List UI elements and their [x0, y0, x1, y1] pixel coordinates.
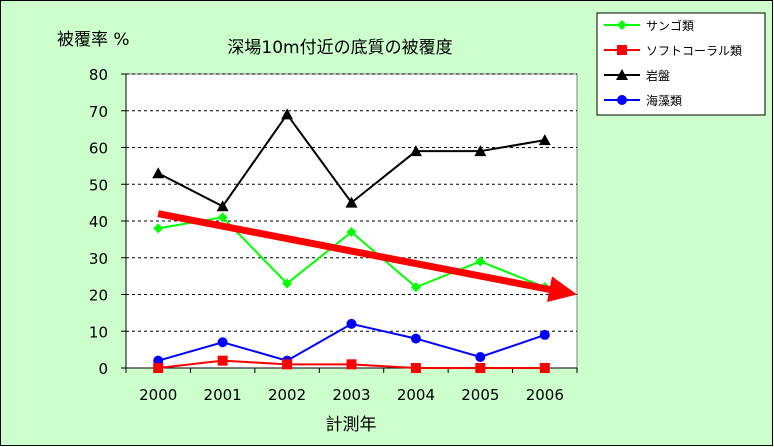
- legend-swatch-marker-3: [616, 69, 628, 80]
- legend-label-2: ソフトコーラル類: [646, 44, 742, 58]
- annotation-layer: [157, 210, 577, 302]
- x-tick-label-2003: 2003: [332, 386, 370, 404]
- data-point-2-2002: [282, 359, 293, 370]
- legend-item-1: サンゴ類: [604, 18, 694, 33]
- x-tick-label-2004: 2004: [397, 386, 435, 404]
- y-tick-label-80: 80: [89, 66, 108, 84]
- legend-label-4: 海藻類: [646, 93, 682, 108]
- data-point-1-2004: [410, 282, 421, 293]
- y-tick-label-60: 60: [89, 140, 108, 158]
- y-tick-label-70: 70: [89, 103, 108, 121]
- data-point-2-2003: [346, 359, 357, 370]
- data-point-4-2005: [475, 351, 486, 362]
- data-point-3-2000: [152, 167, 165, 179]
- data-point-3-2001: [216, 200, 229, 212]
- y-tick-label-50: 50: [89, 176, 108, 194]
- series-layer: [152, 108, 551, 373]
- y-tick-label-30: 30: [89, 250, 108, 268]
- x-axis-ticks: 2000 2001 2002 2003 2004 2005 2006: [125, 368, 578, 404]
- x-tick-label-2001: 2001: [204, 386, 242, 404]
- data-point-1-2003: [346, 227, 357, 238]
- data-point-3-2003: [345, 196, 358, 208]
- y-tick-label-0: 0: [98, 360, 108, 378]
- chart-title: 深場10m付近の底質の被覆度: [227, 38, 452, 58]
- x-tick-label-2002: 2002: [268, 386, 306, 404]
- y-axis-ticks: 0 10 20 30 40 50 60 70 80: [89, 66, 126, 378]
- data-point-4-2004: [410, 333, 421, 344]
- data-point-4-2003: [346, 318, 357, 329]
- data-point-3-2006: [538, 134, 551, 146]
- data-point-4-2006: [539, 329, 550, 340]
- legend-swatch-marker-2: [617, 45, 627, 55]
- x-tick-label-2000: 2000: [139, 386, 177, 404]
- data-point-2-2000: [153, 363, 164, 373]
- trend-arrow-shaft: [157, 210, 556, 294]
- x-tick-label-2006: 2006: [526, 386, 564, 404]
- data-point-2-2006: [539, 363, 550, 373]
- data-point-1-2002: [282, 278, 293, 289]
- legend-swatch-marker-4: [617, 95, 627, 105]
- legend-item-3: 岩盤: [604, 68, 670, 83]
- y-tick-label-10: 10: [89, 323, 108, 341]
- data-point-2-2001: [217, 355, 228, 366]
- data-point-1-2001: [217, 212, 228, 223]
- x-axis-label: 計測年: [326, 415, 377, 435]
- legend-swatch-marker-1: [617, 20, 627, 30]
- trend-arrow-head: [547, 276, 577, 302]
- data-point-3-2004: [409, 145, 422, 157]
- data-point-2-2004: [410, 363, 421, 373]
- legend-item-4: 海藻類: [604, 93, 682, 108]
- y-axis-label: 被覆率 %: [57, 30, 130, 50]
- data-point-4-2001: [217, 337, 228, 348]
- x-tick-label-2005: 2005: [461, 386, 499, 404]
- data-point-1-2005: [475, 256, 486, 267]
- series-3: [152, 108, 551, 212]
- legend-item-2: ソフトコーラル類: [604, 44, 742, 58]
- legend-label-1: サンゴ類: [646, 18, 694, 33]
- y-tick-label-20: 20: [89, 287, 108, 305]
- y-tick-label-40: 40: [89, 213, 108, 231]
- data-point-1-2000: [153, 223, 164, 234]
- data-point-2-2005: [475, 363, 486, 373]
- legend-label-3: 岩盤: [646, 68, 670, 83]
- data-point-3-2002: [281, 108, 294, 120]
- data-point-3-2005: [474, 145, 487, 157]
- series-2: [153, 355, 550, 373]
